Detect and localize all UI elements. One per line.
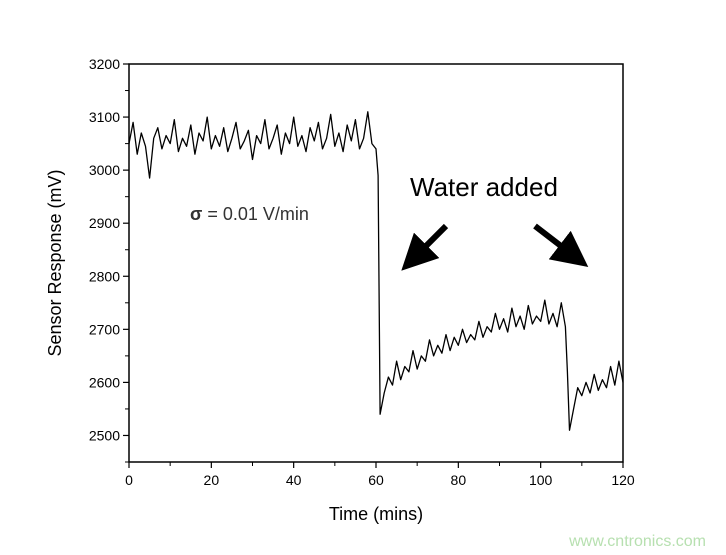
x-tick-label: 40 xyxy=(286,472,302,488)
sigma-annotation: σ = 0.01 V/min xyxy=(190,204,309,224)
sigma-symbol: σ xyxy=(190,204,202,224)
y-tick-label: 2600 xyxy=(89,374,120,390)
y-axis-label: Sensor Response (mV) xyxy=(45,169,65,356)
x-tick-label: 60 xyxy=(368,472,384,488)
y-tick-label: 2700 xyxy=(89,321,120,337)
x-axis-label: Time (mins) xyxy=(329,504,423,524)
watermark: www.cntronics.com xyxy=(568,533,706,550)
x-tick-label: 20 xyxy=(204,472,220,488)
series-line xyxy=(128,111,624,431)
x-tick-label: 120 xyxy=(611,472,635,488)
sigma-value: = 0.01 V/min xyxy=(202,204,309,224)
x-tick-label: 100 xyxy=(529,472,553,488)
y-tick-label: 2800 xyxy=(89,268,120,284)
y-tick-label: 2500 xyxy=(89,427,120,443)
x-tick-label: 0 xyxy=(125,472,133,488)
y-tick-label: 3200 xyxy=(89,56,120,72)
y-tick-label: 3000 xyxy=(89,162,120,178)
arrow-second-addition xyxy=(533,223,589,267)
plot-frame xyxy=(128,63,624,463)
x-tick-label: 80 xyxy=(451,472,467,488)
y-tick-label: 2900 xyxy=(89,215,120,231)
y-tick-label: 3100 xyxy=(89,109,120,125)
water-added-annotation: Water added xyxy=(410,172,558,202)
arrow-first-addition xyxy=(401,223,449,271)
